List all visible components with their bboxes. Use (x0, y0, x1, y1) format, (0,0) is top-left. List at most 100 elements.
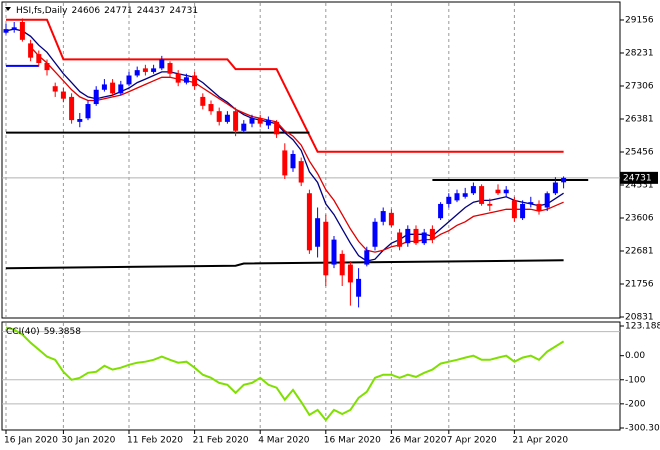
panel-title: CCI(40) 59.3858 (6, 327, 81, 337)
candle-body (315, 218, 321, 247)
y-tick-label: 20831 (625, 313, 654, 323)
y-tick-label: 23606 (625, 213, 654, 223)
candle-body (274, 121, 280, 135)
y-tick-label: 29156 (625, 15, 654, 25)
title-value: 24437 (137, 6, 166, 16)
candle-body (208, 104, 214, 112)
price-box (620, 171, 658, 184)
candle-body (462, 193, 468, 197)
y-tick-label: 0.00 (625, 351, 645, 361)
candle-body (110, 82, 116, 94)
candle-body (134, 70, 140, 76)
candle-body (454, 193, 460, 201)
candle-body (85, 104, 91, 119)
candle-body (347, 264, 353, 283)
candle-body (429, 228, 435, 240)
candle-body (470, 186, 476, 194)
candle-body (495, 189, 501, 194)
candle-body (323, 221, 329, 276)
title-name: CCI(40) (6, 327, 40, 337)
y-tick-label: 26381 (625, 114, 654, 124)
candle-body (364, 250, 370, 265)
y-tick-label: 21756 (625, 279, 654, 289)
candle-body (544, 193, 550, 208)
x-tick-label: 16 Jan 2020 (4, 436, 58, 446)
candle-body (183, 77, 189, 83)
candle-body (175, 73, 181, 83)
candle-body (421, 232, 427, 244)
cci-panel (1, 321, 621, 431)
candle-body (200, 96, 206, 106)
candle-body (405, 228, 411, 244)
y-tick-label: 27306 (625, 81, 654, 91)
candle-body (438, 203, 444, 219)
level-line (5, 259, 564, 270)
candle-body (356, 278, 362, 297)
candle-body (101, 84, 107, 90)
level-line (6, 18, 564, 153)
candle-body (487, 203, 493, 206)
candle-body (290, 153, 296, 169)
title-arrow (5, 7, 11, 11)
candle-body (93, 89, 99, 105)
candle-body (298, 161, 304, 183)
candle-body (257, 118, 263, 124)
x-tick-label: 11 Feb 2020 (127, 436, 183, 446)
candle-body (397, 232, 403, 247)
candle-body (192, 75, 198, 87)
candle-body (249, 118, 255, 124)
candle-body (159, 59, 165, 69)
candle-body (52, 86, 58, 92)
moving-average (30, 46, 564, 253)
candle-body (60, 91, 66, 99)
x-tick-label: 16 Mar 2020 (324, 436, 381, 446)
candle-body (126, 75, 132, 85)
candle-body (224, 114, 230, 122)
x-tick-label: 30 Jan 2020 (61, 436, 115, 446)
candle-body (479, 186, 485, 204)
candle-body (77, 119, 83, 122)
candle-body (536, 203, 542, 212)
candle-body (3, 29, 9, 33)
title-name: HSI,fs,Daily (16, 6, 68, 16)
title-value: 24606 (72, 6, 101, 16)
candle-body (241, 123, 247, 131)
candle-body (167, 63, 173, 74)
y-tick-label: -100 (625, 375, 646, 385)
candle-body (331, 239, 337, 265)
x-tick-label: 26 Mar 2020 (389, 436, 446, 446)
candle-body (265, 120, 271, 126)
chart-title: HSI,fs,Daily 24606 24771 24437 24731 (16, 6, 198, 16)
x-tick-label: 4 Mar 2020 (258, 436, 310, 446)
moving-average (5, 28, 564, 262)
main-panel (1, 1, 621, 319)
candle-body (36, 54, 42, 64)
x-tick-label: 21 Apr 2020 (512, 436, 568, 446)
candle-body (446, 196, 452, 204)
candle-body (216, 111, 222, 122)
candle-body (44, 63, 50, 71)
candle-body (306, 193, 312, 251)
last-price-label: 24731 (623, 173, 652, 183)
candle-body (388, 212, 394, 226)
cci-line (5, 326, 565, 422)
candle-body (11, 27, 17, 30)
title-value: 59.3858 (44, 327, 81, 337)
candle-body (511, 200, 517, 219)
candle-body (380, 211, 386, 222)
y-tick-label: -300.301 (625, 424, 660, 434)
candle-body (233, 111, 239, 131)
candle-body (339, 253, 345, 276)
y-tick-label: 25456 (625, 147, 654, 157)
candle-body (142, 68, 148, 72)
y-tick-label: -200 (625, 399, 646, 409)
candle-body (561, 177, 567, 183)
candle-body (19, 21, 25, 40)
y-tick-label: 123.1887 (625, 322, 660, 332)
candle-body (372, 221, 378, 247)
candle-body (503, 189, 509, 194)
y-tick-label: 24531 (625, 180, 654, 190)
candle-body (413, 228, 419, 244)
